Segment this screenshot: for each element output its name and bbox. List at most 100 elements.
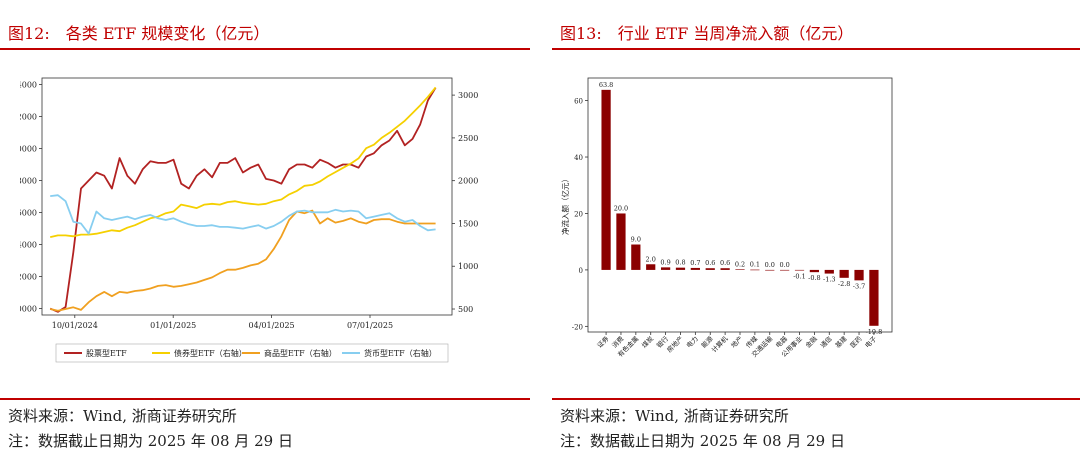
bar-18 <box>854 269 864 281</box>
bar-value-label: 2.0 <box>646 255 656 263</box>
left-source-rule <box>0 398 530 400</box>
x-tick-label: 煤炭 <box>640 334 656 350</box>
x-tick-label: 01/01/2025 <box>150 321 196 330</box>
legend-label-4: 货币型ETF（右轴） <box>364 348 437 358</box>
x-tick-label: 基建 <box>833 334 849 350</box>
left-source: 资料来源：Wind, 浙商证券研究所 <box>8 407 237 425</box>
bar-value-label: 0.8 <box>675 259 685 267</box>
left-y-tick-label: 28000 <box>20 176 37 185</box>
y-tick-label: 0 <box>579 267 583 275</box>
right-source-rule <box>552 398 1080 400</box>
left-y-tick-label: 20000 <box>20 305 37 314</box>
bar-13 <box>780 269 790 271</box>
bar-value-label: 0.9 <box>660 258 670 266</box>
left-y-tick-label: 34000 <box>20 80 37 89</box>
series-line-3 <box>50 209 436 312</box>
bar-value-label: 0.7 <box>690 259 700 267</box>
bar-8 <box>705 268 715 270</box>
x-tick-label: 电力 <box>684 334 700 350</box>
y-tick-label: 20 <box>574 210 583 218</box>
bar-value-label: -0.1 <box>793 273 806 281</box>
left-panel: 图12: 各类 ETF 规模变化（亿元） 20000 22000 24000 2600… <box>0 0 530 469</box>
left-title-rule <box>0 48 530 50</box>
right-y-tick-label: 2500 <box>458 134 478 143</box>
right-note: 注：数据截止日期为 2025 年 08 月 29 日 <box>560 432 845 450</box>
series-line-1 <box>49 87 437 313</box>
left-y-tick-label: 30000 <box>20 144 37 153</box>
left-chart-title: 图12: 各类 ETF 规模变化（亿元） <box>8 24 270 43</box>
left-y-tick-label: 22000 <box>20 273 37 282</box>
y-axis-label: 净流入额（亿元） <box>560 175 570 235</box>
right-chart-title: 图13: 行业 ETF 当周净流入额（亿元） <box>560 24 854 43</box>
bar-value-label: 63.8 <box>599 81 613 89</box>
bar-value-label: -0.8 <box>808 274 821 282</box>
plot-frame <box>41 77 453 316</box>
right-chart: -20 0 20 40 60 净流入额（亿元） 63.8 证券 20.0 消费 9.0 有色金属 2.0… <box>556 70 1072 374</box>
bar-value-label: 9.0 <box>631 236 641 244</box>
x-tick-label: 07/01/2025 <box>347 321 393 330</box>
bar-3 <box>631 244 641 270</box>
x-tick-label: 电子 <box>863 334 879 350</box>
bar-1 <box>601 89 611 270</box>
plot-frame <box>587 77 893 333</box>
left-y-tick-label: 26000 <box>20 209 37 218</box>
bar-value-label: -1.3 <box>823 276 836 284</box>
series-line-4 <box>50 194 436 235</box>
bar-value-label: 0.0 <box>779 261 789 269</box>
x-tick-label: 地产 <box>729 334 745 350</box>
bar-value-label: 0.1 <box>750 261 760 269</box>
left-chart: 20000 22000 24000 26000 28000 30000 32000 34000… <box>12 70 510 374</box>
bar-value-label: -3.7 <box>853 282 866 290</box>
x-tick-label: 房地产 <box>665 334 686 355</box>
industry-etf-inflow-bar-chart: -200204060净流入额（亿元）63.8证券20.0消费9.0有色金属2.0… <box>560 77 893 359</box>
x-tick-label: 10/01/2024 <box>52 321 98 330</box>
x-tick-label: 金融 <box>803 334 819 350</box>
bar-value-label: 0.6 <box>705 259 715 267</box>
bar-16 <box>824 269 834 274</box>
legend-label-2: 债券型ETF（右轴） <box>174 348 247 358</box>
x-tick-label: 医药 <box>848 334 864 350</box>
bar-4 <box>646 264 656 270</box>
chart-legend: 股票型ETF 债券型ETF（右轴） 商品型ETF（右轴） 货币型ETF（右轴） <box>55 343 449 363</box>
legend-label-3: 商品型ETF（右轴） <box>264 348 337 358</box>
bar-12 <box>765 269 775 271</box>
left-note: 注：数据截止日期为 2025 年 08 月 29 日 <box>8 432 293 450</box>
bar-5 <box>660 267 671 270</box>
bar-9 <box>720 268 730 270</box>
right-y-tick-label: 500 <box>458 305 473 314</box>
bar-6 <box>675 267 686 270</box>
right-y-tick-label: 1000 <box>458 262 478 271</box>
y-tick-label: 60 <box>574 98 583 106</box>
right-title-rule <box>552 48 1080 50</box>
left-y-tick-label: 24000 <box>20 241 37 250</box>
bar-15 <box>809 269 820 273</box>
left-y-tick-label: 32000 <box>20 112 37 121</box>
bar-7 <box>690 267 700 270</box>
right-panel: 图13: 行业 ETF 当周净流入额（亿元） -20 0 20 40 60 净流入额（亿元… <box>552 0 1080 469</box>
bar-17 <box>839 269 849 278</box>
x-tick-label: 通信 <box>818 334 834 350</box>
series-line-2 <box>50 86 437 238</box>
x-tick-label: 证券 <box>595 334 611 350</box>
bar-14 <box>794 269 805 271</box>
right-y-tick-label: 1500 <box>458 219 478 228</box>
right-y-tick-label: 3000 <box>458 91 478 100</box>
bar-value-label: 0.2 <box>735 260 745 268</box>
y-tick-label: 40 <box>574 154 583 162</box>
bar-value-label: 0.6 <box>720 259 730 267</box>
bar-10 <box>735 269 745 270</box>
x-tick-label: 计算机 <box>709 334 730 355</box>
x-tick-label: 04/01/2025 <box>249 321 295 330</box>
right-source: 资料来源：Wind, 浙商证券研究所 <box>560 407 789 425</box>
etf-scale-line-chart: 20000 22000 24000 26000 28000 30000 32000 34000… <box>12 77 478 363</box>
bar-value-label: -19.8 <box>866 328 883 336</box>
bar-19 <box>869 269 879 326</box>
legend-label-1: 股票型ETF <box>86 349 127 358</box>
bar-value-label: -2.8 <box>838 280 851 288</box>
right-y-tick-label: 2000 <box>458 177 478 186</box>
bar-2 <box>616 213 626 270</box>
bar-value-label: 0.0 <box>765 261 775 269</box>
bar-11 <box>750 269 760 271</box>
bar-value-label: 20.0 <box>614 204 628 212</box>
y-tick-label: -20 <box>572 323 583 331</box>
